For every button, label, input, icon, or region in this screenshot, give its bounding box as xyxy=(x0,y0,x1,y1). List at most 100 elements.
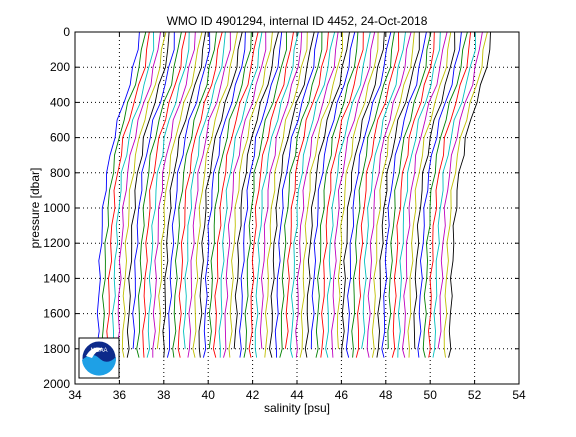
profile-line xyxy=(331,31,376,358)
profile-line xyxy=(315,31,359,358)
profile-line xyxy=(443,31,488,358)
profile-line xyxy=(351,31,395,358)
profile-lines xyxy=(96,31,491,358)
profile-line xyxy=(208,31,252,349)
profile-line xyxy=(218,31,263,358)
profile-line xyxy=(202,31,246,358)
profile-line xyxy=(243,31,287,358)
profile-line xyxy=(289,31,336,358)
profile-line xyxy=(274,31,319,358)
profile-line xyxy=(284,31,329,349)
svg-text:NOAA: NOAA xyxy=(90,348,107,354)
profile-line xyxy=(239,31,283,358)
profile-line xyxy=(397,31,441,358)
profile-line xyxy=(320,31,364,358)
profile-line xyxy=(310,31,356,349)
x-tick-label: 44 xyxy=(290,388,304,402)
x-tick-label: 42 xyxy=(246,388,260,402)
y-tick-label: 600 xyxy=(50,131,70,145)
profile-line xyxy=(110,31,155,358)
y-tick-label: 1400 xyxy=(43,271,70,285)
profile-line xyxy=(142,31,187,358)
y-axis-label: pressure [dbar] xyxy=(28,168,42,249)
profile-line xyxy=(417,31,462,358)
x-tick-label: 46 xyxy=(335,388,349,402)
axis-ticks: 34 36 38 40 42 44 46 48 50 52 54 0 200 400 600 800 1000 1… xyxy=(43,25,526,402)
profile-line xyxy=(233,31,279,349)
profile-line xyxy=(136,31,182,358)
profile-line xyxy=(428,31,472,358)
profile-line xyxy=(223,31,267,358)
x-tick-label: 36 xyxy=(113,388,127,402)
y-tick-label: 400 xyxy=(50,95,70,109)
profile-line xyxy=(162,31,207,358)
profile-line xyxy=(341,31,385,358)
profile-line xyxy=(279,31,323,358)
profile-line xyxy=(126,31,170,358)
profile-line xyxy=(371,31,415,358)
profile-line xyxy=(422,31,468,358)
profile-line xyxy=(100,31,147,358)
profile-line xyxy=(376,32,420,358)
profile-line xyxy=(269,31,315,358)
x-axis-label: salinity [psu] xyxy=(264,401,330,415)
profile-line xyxy=(264,31,308,358)
chart-title: WMO ID 4901294, internal ID 4452, 24-Oct… xyxy=(167,14,428,28)
profile-line xyxy=(177,31,223,358)
x-tick-label: 34 xyxy=(68,388,82,402)
y-tick-label: 0 xyxy=(63,25,70,39)
profile-line xyxy=(187,31,231,358)
profile-line xyxy=(336,31,379,349)
x-tick-label: 54 xyxy=(512,388,526,402)
y-tick-label: 1200 xyxy=(43,236,70,250)
profile-line xyxy=(254,31,299,358)
profile-line xyxy=(228,31,273,358)
profile-line xyxy=(172,31,217,358)
x-tick-label: 50 xyxy=(424,388,438,402)
profile-line xyxy=(166,31,211,358)
y-tick-label: 1000 xyxy=(43,201,70,215)
profile-line xyxy=(198,31,243,358)
x-tick-label: 48 xyxy=(379,388,393,402)
y-tick-label: 2000 xyxy=(43,377,70,391)
profile-line xyxy=(146,31,190,358)
profile-line xyxy=(361,31,406,349)
profile-line xyxy=(248,31,294,358)
profile-line xyxy=(259,31,303,349)
y-tick-label: 1800 xyxy=(43,342,70,356)
profile-line xyxy=(413,31,456,349)
profile-line xyxy=(183,31,226,349)
profile-line xyxy=(437,31,483,349)
profile-line xyxy=(304,31,350,358)
profile-line xyxy=(192,31,238,358)
profile-line xyxy=(325,31,371,358)
noaa-logo: NOAA xyxy=(78,337,120,379)
x-tick-label: 38 xyxy=(157,388,171,402)
profile-line xyxy=(156,31,203,349)
profile-line xyxy=(355,31,400,358)
profile-line xyxy=(345,31,392,358)
profile-line xyxy=(121,31,167,358)
profile-line xyxy=(387,31,432,349)
profile-line xyxy=(212,31,259,358)
profile-line xyxy=(299,31,344,358)
profile-line xyxy=(366,31,412,358)
profile-line xyxy=(152,31,196,358)
y-tick-label: 1600 xyxy=(43,307,70,321)
profile-line xyxy=(106,31,150,349)
profile-line xyxy=(401,31,448,358)
profile-line xyxy=(132,31,175,349)
y-tick-label: 200 xyxy=(50,60,70,74)
profile-line xyxy=(116,31,161,358)
profile-line xyxy=(448,31,491,358)
profile-line xyxy=(407,31,452,358)
x-tick-label: 52 xyxy=(468,388,482,402)
profile-line xyxy=(381,31,427,358)
x-tick-label: 40 xyxy=(202,388,216,402)
profile-line xyxy=(432,31,476,358)
y-tick-label: 800 xyxy=(50,166,70,180)
profile-line xyxy=(295,31,339,358)
profile-line xyxy=(96,31,140,358)
